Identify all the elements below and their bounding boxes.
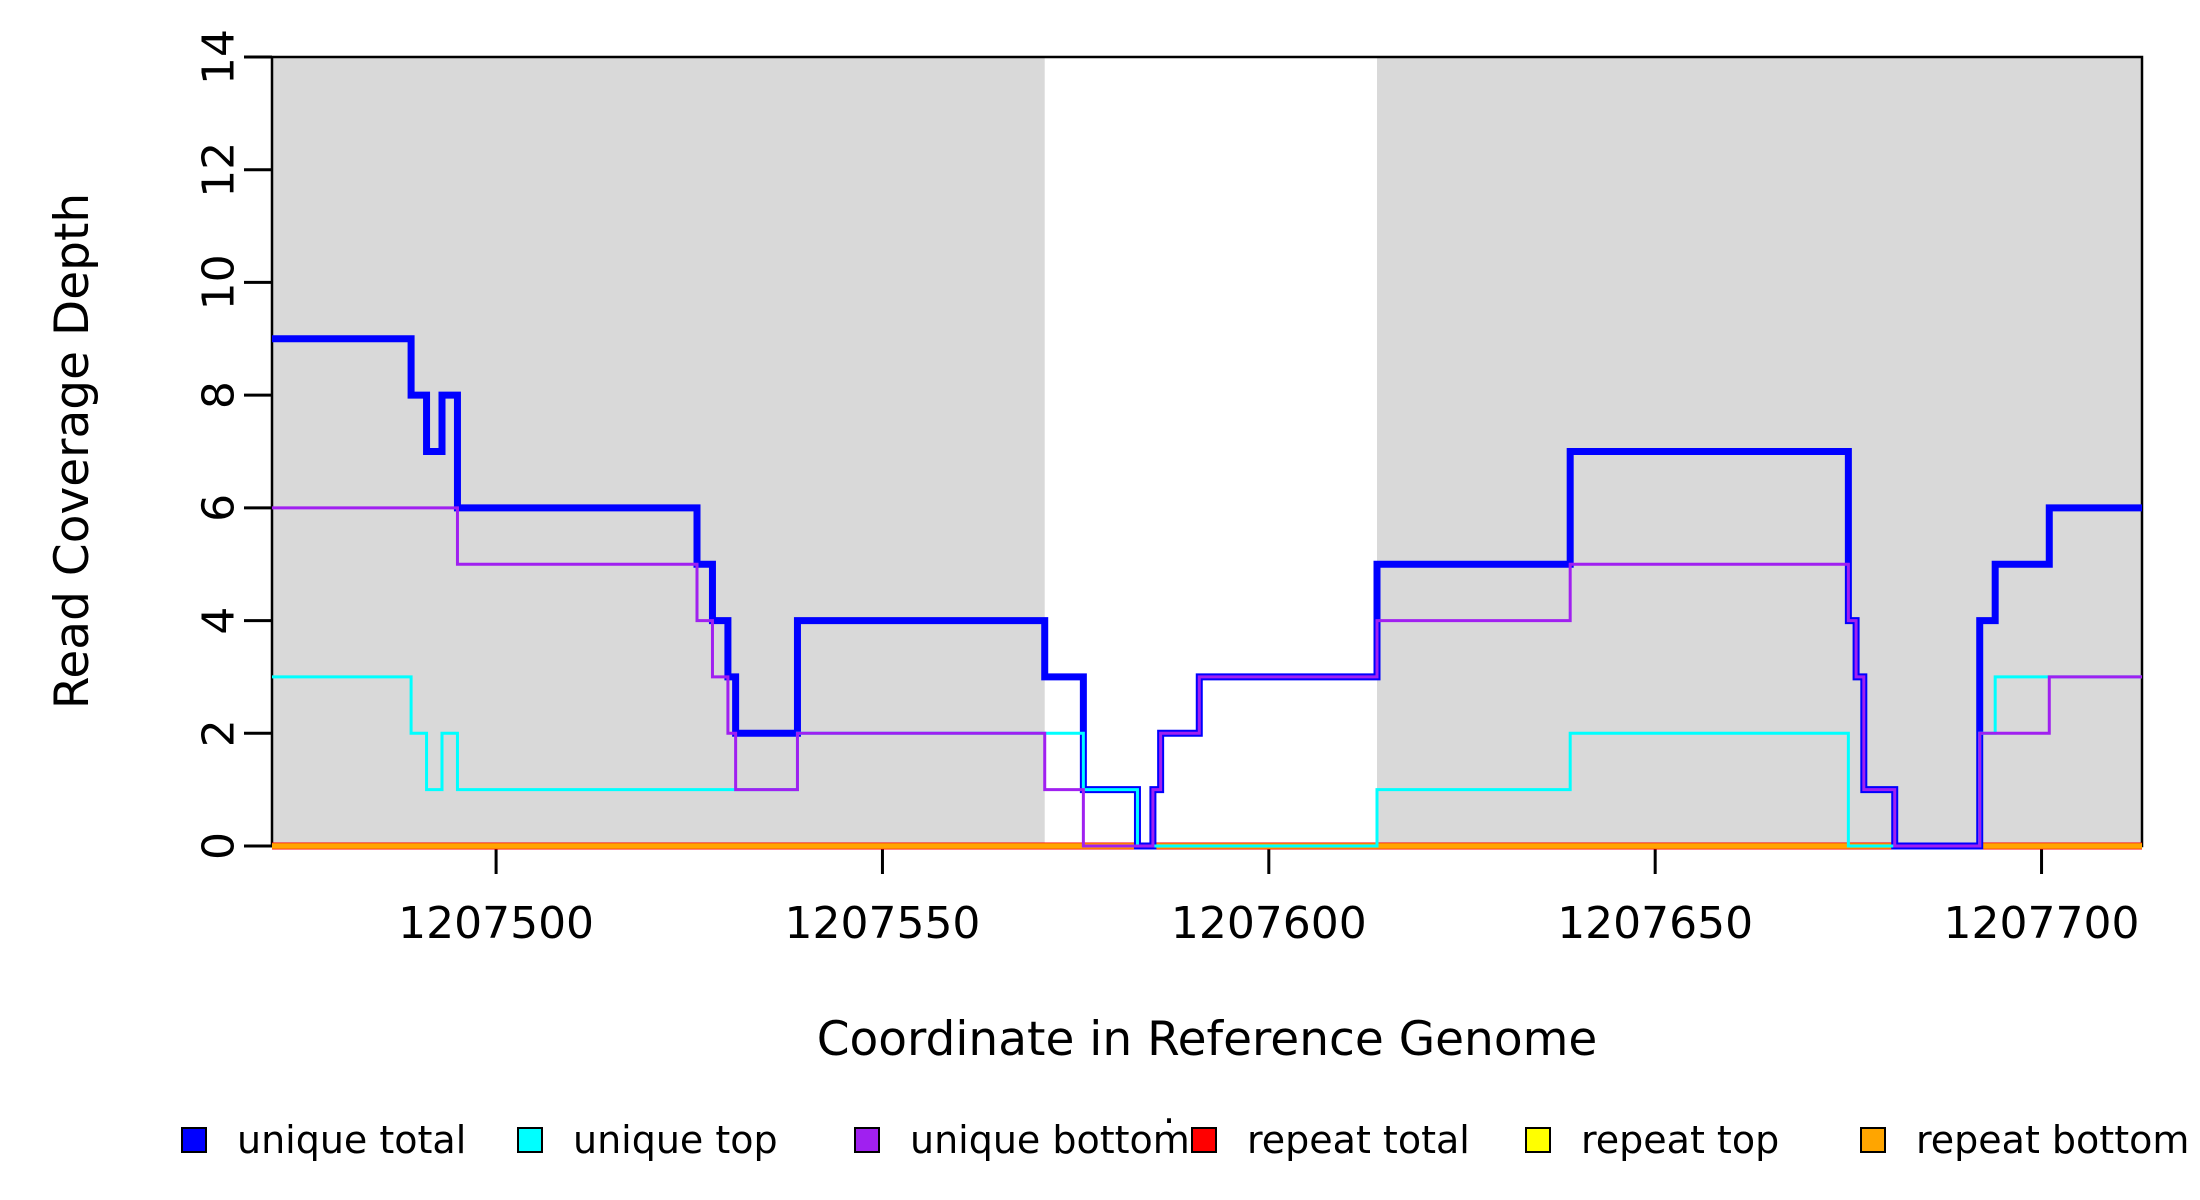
x-tick-label: 1207550 xyxy=(784,898,980,949)
shaded-band xyxy=(272,57,1045,846)
series-line-unique-bottom xyxy=(272,506,2142,848)
y-tick-label: 10 xyxy=(193,254,244,310)
y-tick-label: 2 xyxy=(193,719,244,747)
unique-total-swatch-icon xyxy=(181,1127,207,1153)
legend-item-unique-total: unique total xyxy=(181,1118,466,1162)
y-tick-label: 4 xyxy=(193,607,244,635)
y-axis-title: Read Coverage Depth xyxy=(45,193,100,709)
y-tick-label: 6 xyxy=(193,494,244,522)
legend-item-unique-top: unique top xyxy=(517,1118,778,1162)
legend-label: unique total xyxy=(237,1118,467,1162)
legend-item-repeat-top: repeat top xyxy=(1525,1118,1779,1162)
axis-ticks-layer: 1207500 1207550 1207600 1207650 1207700 0 2 4 6 8… xyxy=(193,29,2139,949)
x-tick-label: 1207700 xyxy=(1944,898,2140,949)
x-tick-label: 1207650 xyxy=(1557,898,1753,949)
x-tick-label: 1207600 xyxy=(1171,898,1367,949)
y-tick-label: 0 xyxy=(193,832,244,860)
y-tick-label: 14 xyxy=(193,29,244,85)
legend-label: unique top xyxy=(573,1118,778,1162)
legend-label: unique bottom xyxy=(910,1118,1190,1162)
unique-bottom-swatch-icon xyxy=(854,1127,880,1153)
legend-label: repeat bottom xyxy=(1916,1118,2190,1162)
repeat-top-swatch-icon xyxy=(1525,1127,1551,1153)
legend-label: repeat total xyxy=(1247,1118,1470,1162)
unique-top-swatch-icon xyxy=(517,1127,543,1153)
series-lines-layer xyxy=(272,335,2142,850)
x-tick-label: 1207500 xyxy=(398,898,594,949)
repeat-total-swatch-icon xyxy=(1191,1127,1217,1153)
repeat-bottom-swatch-icon xyxy=(1860,1127,1886,1153)
x-axis-title: Coordinate in Reference Genome xyxy=(817,1012,1598,1067)
stray-dot: . xyxy=(1163,1088,1176,1132)
legend-item-unique-bottom: unique bottom xyxy=(854,1118,1190,1162)
legend-label: repeat top xyxy=(1581,1118,1780,1162)
y-tick-label: 8 xyxy=(193,381,244,409)
legend-item-repeat-total: repeat total xyxy=(1191,1118,1470,1162)
y-tick-label: 12 xyxy=(193,142,244,198)
legend-item-repeat-bottom: repeat bottom xyxy=(1860,1118,2189,1162)
